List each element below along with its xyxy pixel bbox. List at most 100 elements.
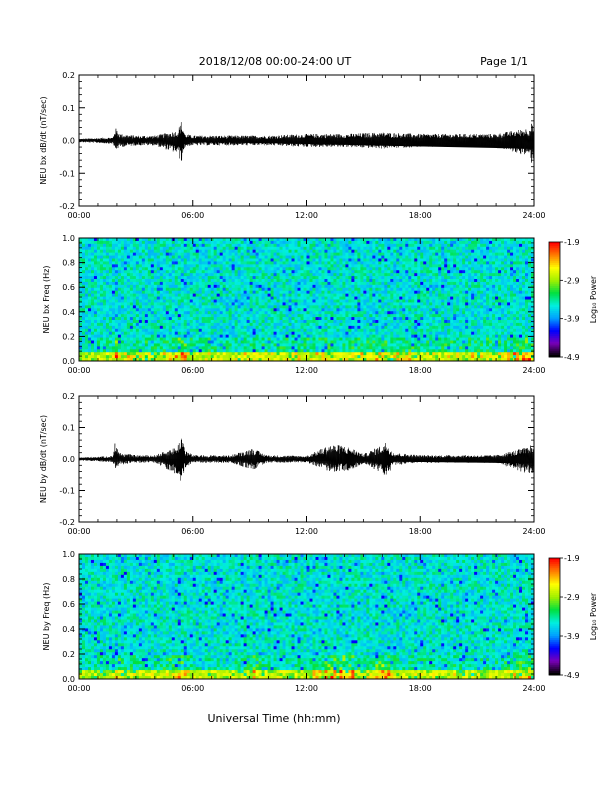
spectrogram-cell [84, 352, 89, 356]
spectrogram-cell [240, 302, 245, 306]
spectrogram-cell [381, 355, 385, 359]
spectrogram-cell [345, 325, 349, 330]
spectrogram-cell [96, 334, 101, 338]
spectrogram-cell [420, 258, 424, 262]
spectrogram-cell [384, 314, 388, 318]
spectrogram-cell [360, 261, 364, 265]
spectrogram-cell [336, 279, 340, 283]
spectrogram-cell [189, 276, 194, 280]
spectrogram-cell [120, 358, 125, 362]
spectrogram-cell [354, 322, 358, 327]
spectrogram-cell [414, 314, 418, 318]
spectrogram-cell [387, 355, 391, 359]
spectrogram-cell [189, 279, 194, 283]
spectrogram-cell [360, 276, 364, 280]
spectrogram-cell [156, 311, 161, 315]
spectrogram-cell [423, 334, 427, 338]
spectrogram-cell [147, 320, 152, 324]
spectrogram-cell [93, 279, 98, 283]
spectrogram-cell [414, 346, 418, 350]
spectrogram-cell [315, 320, 319, 324]
spectrogram-cell [393, 337, 397, 341]
spectrogram-cell [120, 349, 125, 353]
spectrogram-cell [291, 258, 295, 262]
spectrogram-cell [90, 320, 95, 324]
spectrogram-cell [201, 311, 206, 315]
spectrogram-cell [264, 337, 268, 341]
spectrogram-cell [96, 284, 101, 289]
spectrogram-cell [402, 334, 406, 338]
spectrogram-cell [381, 308, 385, 312]
spectrogram-cell [219, 328, 224, 333]
spectrogram-cell [387, 296, 391, 300]
spectrogram-cell [381, 243, 385, 248]
spectrogram-cell [264, 284, 268, 289]
spectrogram-cell [177, 270, 182, 274]
spectrogram-cell [153, 252, 158, 256]
spectrogram-cell [330, 299, 334, 303]
spectrogram-cell [324, 252, 328, 256]
spectrogram-cell [423, 281, 427, 286]
spectrogram-cell [117, 328, 122, 333]
spectrogram-cell [222, 299, 227, 303]
spectrogram-cell [81, 238, 86, 242]
spectrogram-cell [174, 346, 179, 350]
spectrogram-cell [279, 273, 283, 277]
spectrogram-cell [309, 299, 313, 303]
spectrogram-cell [381, 293, 385, 297]
spectrogram-cell [198, 355, 203, 359]
spectrogram-cell [297, 267, 301, 271]
spectrogram-cell [408, 355, 412, 359]
spectrogram-cell [345, 337, 349, 341]
spectrogram-cell [327, 349, 331, 353]
spectrogram-cell [231, 258, 236, 262]
spectrogram-cell [195, 346, 200, 350]
spectrogram-cell [399, 249, 403, 254]
spectrogram-cell [342, 240, 346, 245]
spectrogram-cell [396, 255, 400, 259]
spectrogram-cell [420, 349, 424, 353]
spectrogram-cell [273, 284, 277, 289]
spectrogram-cell [375, 287, 379, 292]
spectrogram-cell [180, 252, 185, 256]
spectrogram-cell [255, 340, 259, 344]
spectrogram-cell [357, 314, 361, 318]
spectrogram-cell [312, 355, 316, 359]
spectrogram-cell [138, 287, 143, 292]
spectrogram-cell [303, 343, 307, 347]
spectrogram-cell [207, 281, 212, 286]
spectrogram-cell [222, 243, 227, 248]
spectrogram-cell [123, 311, 128, 315]
spectrogram-cell [108, 302, 113, 306]
spectrogram-cell [420, 337, 424, 341]
spectrogram-cell [300, 270, 304, 274]
spectrogram-cell [261, 264, 265, 268]
spectrogram-cell [129, 255, 134, 259]
spectrogram-cell [267, 246, 271, 251]
spectrogram-cell [84, 340, 89, 344]
spectrogram-cell [156, 279, 161, 283]
spectrogram-cell [171, 276, 176, 280]
spectrogram-cell [276, 346, 280, 350]
spectrogram-cell [198, 287, 203, 292]
spectrogram-cell [237, 299, 242, 303]
spectrogram-cell [285, 314, 289, 318]
spectrogram-cell [390, 355, 394, 359]
spectrogram-cell [210, 331, 215, 336]
spectrogram-cell [159, 334, 164, 338]
spectrogram-cell [342, 255, 346, 259]
spectrogram-cell [90, 352, 95, 356]
spectrogram-cell [384, 328, 388, 333]
spectrogram-cell [156, 346, 161, 350]
spectrogram-cell [327, 358, 331, 362]
spectrogram-cell [198, 290, 203, 295]
spectrogram-cell [348, 293, 352, 297]
spectrogram-cell [393, 255, 397, 259]
spectrogram-cell [351, 246, 355, 251]
spectrogram-cell [315, 249, 319, 254]
spectrogram-cell [249, 293, 254, 297]
spectrogram-cell [99, 287, 104, 292]
spectrogram-cell [363, 349, 367, 353]
spectrogram-cell [216, 279, 221, 283]
spectrogram-cell [267, 276, 271, 280]
